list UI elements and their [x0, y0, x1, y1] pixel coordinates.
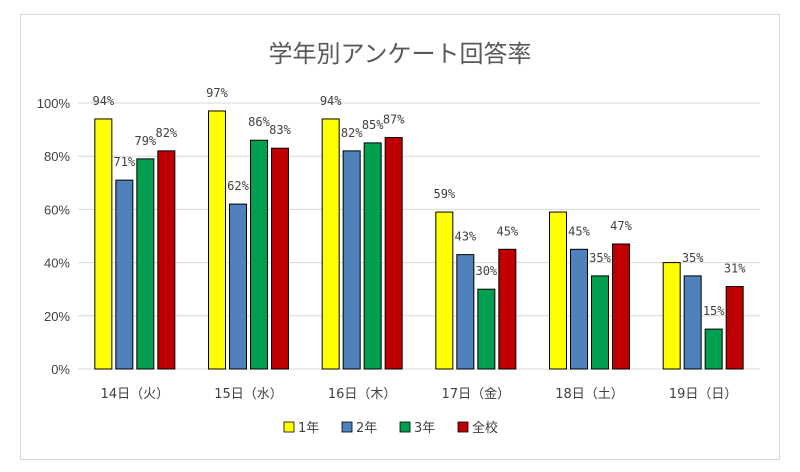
x-tick-label: 17日（金）: [442, 386, 511, 402]
bar: [570, 248, 588, 370]
data-label: 59%: [433, 187, 455, 201]
data-label: 45%: [568, 224, 590, 238]
bar: [115, 179, 134, 370]
chart-title: 学年別アンケート回答率: [268, 40, 531, 68]
y-tick-label: 0%: [51, 362, 70, 377]
y-tick-label: 20%: [44, 309, 70, 324]
bar: [94, 118, 113, 370]
data-label: 30%: [475, 264, 497, 278]
x-axis-ticks: 14日（火） 15日（水） 16日（木） 17日（金） 18日（土） 19日（日）: [101, 386, 738, 402]
bar: [662, 262, 681, 370]
bar: [250, 139, 268, 370]
legend-swatch: [341, 421, 353, 433]
data-label: 35%: [682, 251, 704, 265]
legend-swatch: [283, 421, 295, 433]
data-label: 85%: [362, 118, 384, 132]
data-label: 94%: [320, 94, 342, 108]
x-tick-label: 14日（火）: [101, 387, 170, 402]
bar: [384, 137, 403, 370]
x-tick-label: 18日（土）: [555, 387, 624, 402]
x-tick-label: 15日（水）: [214, 387, 283, 402]
y-axis-ticks: 0% 20% 40% 60% 80% 100%: [37, 96, 71, 377]
bar: [321, 118, 340, 370]
data-label: 82%: [341, 126, 363, 140]
legend: 1年 2年 3年 全校: [283, 420, 498, 436]
bar: [683, 275, 702, 370]
y-tick-label: 100%: [37, 96, 71, 111]
data-label: 94%: [92, 94, 114, 108]
bar: [342, 150, 361, 370]
data-label: 43%: [454, 230, 476, 244]
bar: [704, 328, 723, 370]
bar: [271, 147, 289, 370]
bar: [157, 150, 176, 370]
data-label: 71%: [113, 155, 135, 169]
data-labels: 94%71%79%82%97%62%86%83%94%82%85% 87%59%4…: [92, 86, 746, 318]
bar: [498, 248, 517, 370]
data-label: 83%: [269, 123, 291, 137]
legend-label: 2年: [356, 421, 377, 436]
bar: [363, 142, 382, 370]
x-tick-label: 16日（木）: [328, 387, 397, 402]
legend-swatch: [457, 421, 469, 433]
bar: [229, 203, 247, 370]
x-tick-label: 19日（日）: [669, 387, 738, 402]
data-label: 86%: [248, 115, 270, 129]
data-label: 35%: [589, 251, 611, 265]
bar: [208, 110, 226, 370]
y-tick-label: 80%: [44, 149, 70, 164]
bar: [725, 286, 744, 370]
data-label: 62%: [227, 179, 249, 193]
bar: [136, 158, 155, 370]
bar: [435, 211, 454, 370]
legend-label: 1年: [298, 421, 319, 436]
data-label: 82%: [155, 126, 177, 140]
bar: [477, 288, 496, 370]
legend-label: 全校: [472, 420, 498, 436]
data-label: 45%: [496, 224, 518, 238]
legend-swatch: [399, 421, 411, 433]
legend-label: 3年: [414, 421, 435, 436]
data-label: 47%: [610, 219, 632, 233]
data-label: 87%: [383, 113, 405, 127]
bar: [549, 211, 567, 370]
y-tick-label: 60%: [44, 202, 70, 217]
data-label: 31%: [724, 262, 746, 276]
data-label: 97%: [206, 86, 228, 100]
bar: [612, 243, 630, 370]
gridlines: [78, 102, 760, 370]
data-label: 79%: [134, 134, 156, 148]
bar: [591, 275, 609, 370]
bars: [94, 110, 744, 370]
y-tick-label: 40%: [44, 256, 70, 271]
bar: [456, 254, 475, 370]
data-label: 15%: [703, 304, 725, 318]
